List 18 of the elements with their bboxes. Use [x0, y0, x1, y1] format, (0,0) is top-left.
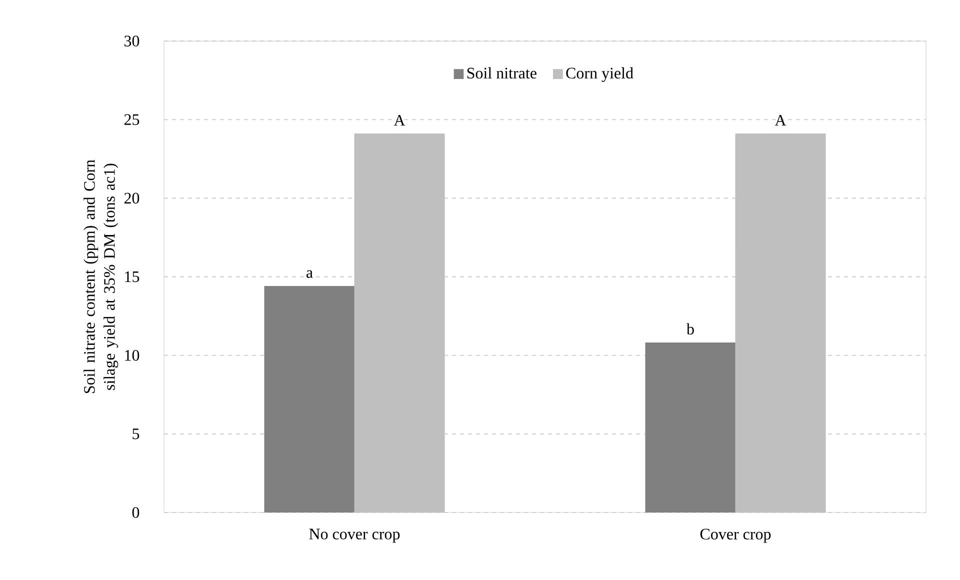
y-tick-label: 25 [124, 114, 140, 125]
bar [645, 342, 736, 513]
y-tick-label: 15 [125, 271, 140, 282]
legend-label: Soil nitrate [467, 67, 536, 79]
y-tick-label: 5 [132, 428, 140, 440]
annotation: A [774, 114, 786, 126]
legend-label: Corn yield [566, 67, 634, 82]
y-tick-label: 20 [124, 192, 140, 204]
y-axis-title: Soil nitrate content (ppm) and Corn silage yield at 35% DM (tons ac1) [84, 160, 118, 394]
annotation: a [306, 270, 313, 278]
y-tick-label: 0 [132, 507, 140, 518]
x-tick-label: Cover crop [700, 528, 771, 543]
bar [264, 286, 355, 513]
annotation: A [394, 114, 406, 126]
y-tick-label: 30 [124, 36, 140, 46]
x-tick-label: No cover crop [309, 528, 400, 543]
y-tick-label: 10 [125, 350, 140, 361]
annotation: b [686, 323, 694, 335]
